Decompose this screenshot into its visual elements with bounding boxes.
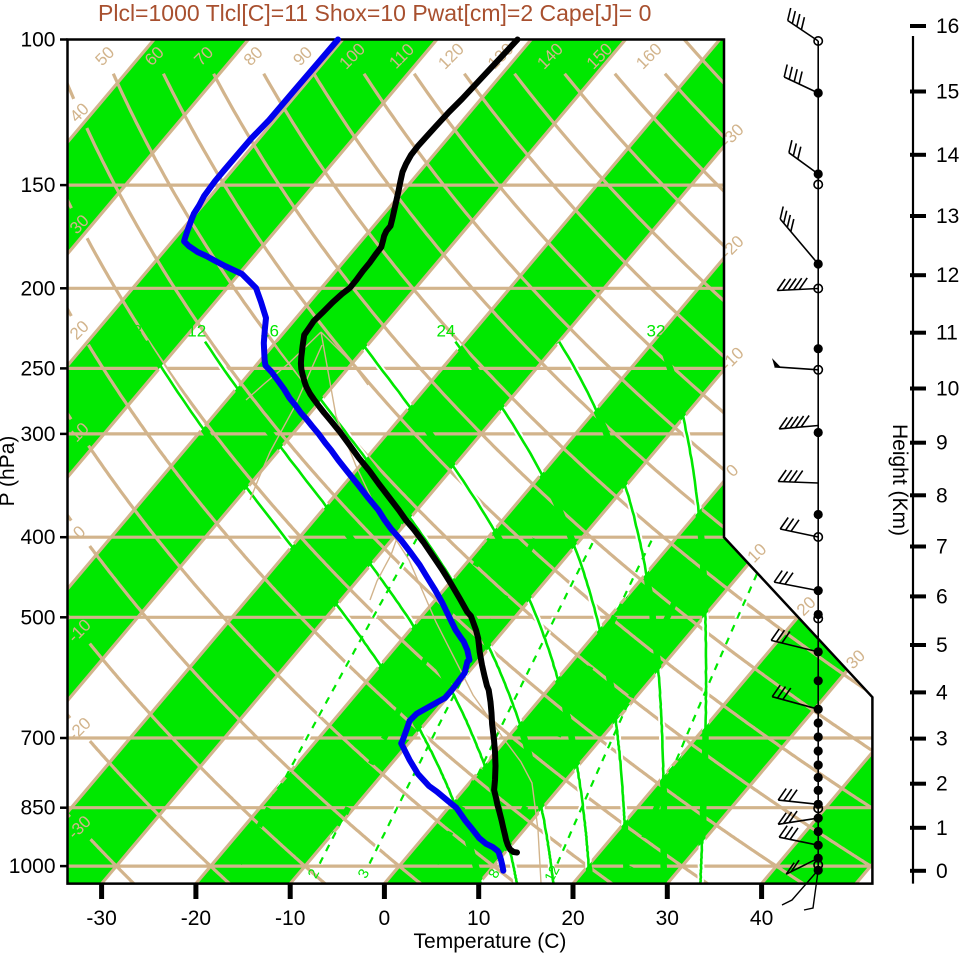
svg-text:-10: -10 <box>275 907 305 930</box>
svg-text:-20: -20 <box>181 907 211 930</box>
svg-text:Temperature (C): Temperature (C) <box>414 930 567 953</box>
svg-text:13: 13 <box>936 205 959 228</box>
svg-text:0: 0 <box>936 860 948 883</box>
svg-text:10: 10 <box>467 907 490 930</box>
svg-text:Height (Km): Height (Km) <box>888 424 911 536</box>
svg-text:15: 15 <box>936 81 959 104</box>
svg-text:300: 300 <box>20 423 55 446</box>
svg-text:150: 150 <box>20 174 55 197</box>
svg-text:30: 30 <box>656 907 679 930</box>
svg-text:500: 500 <box>20 606 55 629</box>
svg-text:0: 0 <box>379 907 391 930</box>
svg-text:3: 3 <box>936 728 948 751</box>
svg-text:12: 12 <box>936 264 959 287</box>
svg-text:10: 10 <box>936 378 959 401</box>
svg-text:2: 2 <box>936 773 948 796</box>
svg-text:32: 32 <box>647 321 666 340</box>
svg-text:20: 20 <box>342 321 361 340</box>
svg-text:20: 20 <box>619 863 641 885</box>
svg-text:7: 7 <box>936 536 948 559</box>
svg-text:250: 250 <box>20 357 55 380</box>
svg-text:Plcl=1000 Tlcl[C]=11 Shox=10 P: Plcl=1000 Tlcl[C]=11 Shox=10 Pwat[cm]=2 … <box>98 0 651 26</box>
svg-text:6: 6 <box>936 585 948 608</box>
svg-text:40: 40 <box>750 907 773 930</box>
svg-text:24: 24 <box>436 321 455 340</box>
svg-text:400: 400 <box>20 526 55 549</box>
svg-text:5: 5 <box>936 634 948 657</box>
svg-text:20: 20 <box>561 907 584 930</box>
svg-text:8: 8 <box>936 484 948 507</box>
svg-text:8: 8 <box>133 321 142 340</box>
svg-text:12: 12 <box>542 863 564 885</box>
svg-text:1: 1 <box>936 817 948 840</box>
svg-text:700: 700 <box>20 727 55 750</box>
svg-text:16: 16 <box>936 15 959 38</box>
svg-text:9: 9 <box>936 432 948 455</box>
svg-text:11: 11 <box>936 322 958 345</box>
svg-text:1000: 1000 <box>9 855 56 878</box>
svg-text:4: 4 <box>936 681 948 704</box>
svg-text:P (hPa): P (hPa) <box>0 436 19 507</box>
svg-text:850: 850 <box>20 797 55 820</box>
svg-text:200: 200 <box>20 277 55 300</box>
svg-text:100: 100 <box>20 29 55 52</box>
svg-text:12: 12 <box>187 321 206 340</box>
svg-text:-30: -30 <box>86 907 116 930</box>
svg-text:28: 28 <box>542 321 561 340</box>
svg-text:14: 14 <box>936 144 960 167</box>
